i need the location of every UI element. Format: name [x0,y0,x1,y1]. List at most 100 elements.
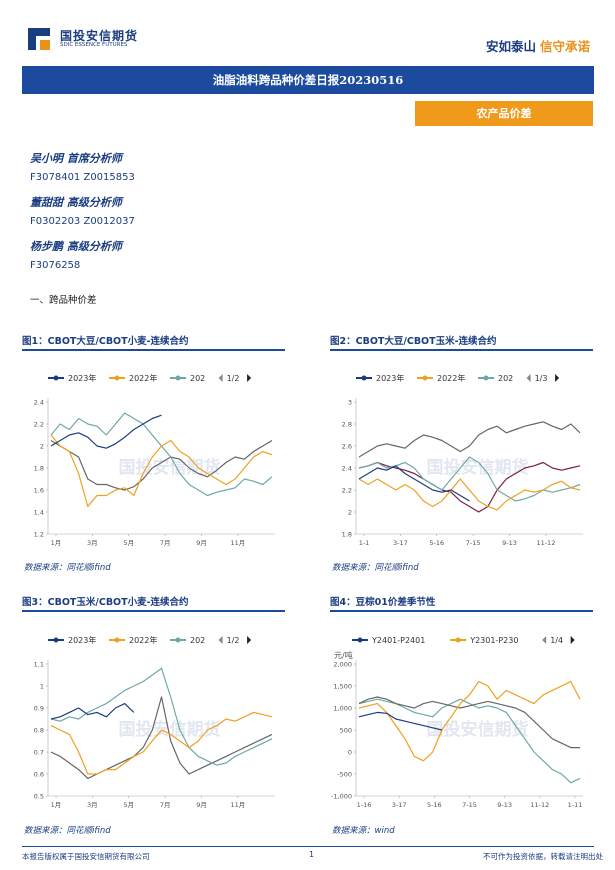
y-tick-label: -500 [337,771,352,779]
x-tick-label: 11-12 [530,801,549,809]
series-line [358,465,470,502]
legend-label: 2023年 [68,373,96,383]
legend-pager: 1/2 [227,636,240,645]
series-line [358,461,581,513]
report-title: 油脂油料跨品种价差日报20230516 [22,66,594,94]
legend-swatch-dot [114,375,120,381]
x-tick-label: 9月 [196,539,207,547]
author-name: 董甜甜 高级分析师 [30,196,122,209]
figure-4-rule [330,610,593,612]
figure-1-chart: 2023年 2022年 202 1/2 1.2 1.4 1.6 1.8 2 2.2 2.4 1月 3月 5… [34,373,275,547]
legend-swatch-dot [483,375,489,381]
author-id: F3076258 [30,260,81,271]
author-name: 吴小明 首席分析师 [30,152,122,165]
legend-swatch-dot [114,637,120,643]
legend-swatch-dot [53,637,59,643]
x-tick-label: 5-16 [427,801,442,809]
x-tick-label: 5-16 [429,539,444,547]
y-tick-label: 1.2 [34,531,44,539]
series-line [358,711,443,731]
figure-3-source: 数据来源：同花顺ifind [24,826,111,836]
author-name: 杨步鹏 高级分析师 [30,240,122,253]
x-tick-label: 11月 [231,801,246,809]
figure-1-source: 数据来源：同花顺ifind [24,563,111,573]
y-tick-label: 1.6 [34,487,44,495]
series-line [50,702,135,720]
legend-pager: 1/2 [227,374,240,383]
y-tick-label: 2 [348,509,352,517]
figure-2-source: 数据来源：同花顺ifind [332,563,419,573]
legend-next-icon [555,374,560,382]
series-line [358,421,581,458]
x-tick-label: 5月 [123,801,134,809]
slogan: 安如泰山 信守承诺 [486,36,590,55]
legend-label: 202 [190,636,205,645]
x-tick-label: 9-13 [502,539,517,547]
x-tick-label: 1-11 [568,801,583,809]
section-heading: 一、跨品种价差 [30,295,97,306]
y-tick-label: 2.6 [342,443,352,451]
figure-2-rule [330,349,593,351]
y-tick-label: 2,000 [333,661,352,669]
x-tick-label: 7-15 [466,539,481,547]
y-tick-label: 2.4 [342,465,352,473]
legend-pager: 1/3 [535,374,548,383]
y-tick-label: 1.8 [342,531,352,539]
series-line [50,667,273,766]
series-line [358,698,581,784]
author-id: F0302203 Z0012037 [30,216,135,227]
y-tick-label: 1.8 [34,465,44,473]
figure-3-rule [22,610,285,612]
series-line [358,696,580,749]
x-tick-label: 7月 [160,801,171,809]
figure-4-source: 数据来源：wind [332,826,395,836]
legend-label: 2022年 [129,373,157,383]
y-tick-label: 2.8 [342,421,352,429]
logo-cn-text: 国投安信期货 [60,29,139,43]
legend-next-icon [247,374,252,382]
figure-2-title: 图2：CBOT大豆/CBOT玉米-连续合约 [330,336,497,347]
y-tick-label: 500 [340,727,352,735]
y-tick-label: 0 [348,749,352,757]
y-tick-label: 0.8 [34,727,44,735]
legend-label: 2023年 [376,373,404,383]
slogan-part-a: 安如泰山 [485,39,536,54]
figure-3-title: 图3：CBOT玉米/CBOT小麦-连续合约 [22,597,189,608]
footer-copyright: 本报告版权属于国投安信期货有限公司 [22,852,150,861]
figure-3-chart: 2023年 2022年 202 1/2 0.5 0.6 0.7 0.8 0.9 1 1.1 1月 3月 5… [34,635,275,809]
x-tick-label: 1-16 [357,801,372,809]
logo-en-text: SDIC ESSENCE FUTURES [60,42,128,48]
figure-2-chart: 2023年 2022年 202 1/3 1.8 2 2.2 2.4 2.6 2.8 3 1-1 3-17… [342,373,583,547]
author-list: 吴小明 首席分析师 F3078401 Z0015853 董甜甜 高级分析师 F0… [30,150,135,282]
y-tick-label: 1,000 [333,705,352,713]
legend-swatch-dot [455,637,461,643]
x-tick-label: 5月 [123,539,134,547]
legend-swatch-dot [53,375,59,381]
figure-4-title: 图4：豆棕01价差季节性 [330,597,436,608]
legend-next-icon [570,636,575,644]
legend-pager: 1/4 [550,636,563,645]
legend-label: 2022年 [129,635,157,645]
figure-1-rule [22,349,285,351]
logo-mark-icon [28,28,50,50]
legend-label: 2022年 [437,373,465,383]
legend-swatch-dot [175,375,181,381]
chart-watermark: 国投安信期货 [427,719,529,740]
y-tick-label: 0.9 [34,705,44,713]
y-tick-label: 1 [40,683,44,691]
legend-label: Y2401-P2401 [371,636,425,645]
y-tick-label: 3 [348,399,352,407]
x-tick-label: 1月 [51,539,62,547]
footer-disclaimer: 不可作为投资依据，转载请注明出处 [483,852,603,861]
figure-1-title: 图1：CBOT大豆/CBOT小麦-连续合约 [22,336,189,347]
legend-prev-icon [542,636,547,644]
chart-unit: 元/吨 [334,650,353,660]
y-tick-label: 2.2 [342,487,352,495]
series-line [50,439,273,491]
series-line [50,412,273,497]
legend-swatch-dot [175,637,181,643]
x-tick-label: 1-1 [359,539,370,547]
series-line [50,434,273,508]
x-tick-label: 11月 [231,539,246,547]
footer-rule [22,846,594,847]
